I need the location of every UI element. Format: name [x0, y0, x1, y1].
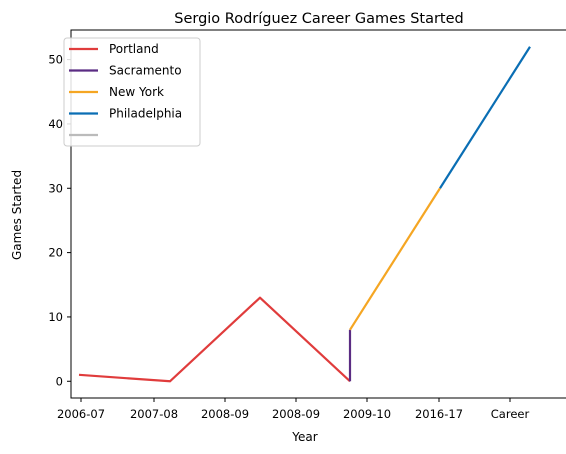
- legend-label-new-york: New York: [109, 85, 164, 99]
- legend-label-philadelphia: Philadelphia: [109, 107, 182, 121]
- y-tick-label: 30: [48, 181, 63, 195]
- y-tick-label: 0: [56, 374, 63, 388]
- x-tick-label: 2008-09: [201, 407, 249, 421]
- x-tick-label: 2008-09: [272, 407, 320, 421]
- y-tick-label: 50: [48, 53, 63, 67]
- x-axis: 2006-07 2007-08 2008-09 2008-09 2009-10 2016-…: [57, 398, 530, 421]
- y-axis: 0 10 20 30 40 50: [48, 53, 71, 388]
- x-axis-label: Year: [291, 430, 317, 444]
- x-tick-label: Career: [491, 407, 530, 421]
- y-tick-label: 20: [48, 246, 63, 260]
- series-line-philadelphia: [439, 46, 531, 189]
- plot-area: [70, 29, 566, 399]
- chart-title: Sergio Rodríguez Career Games Started: [174, 11, 464, 27]
- series-line-portland: [78, 296, 351, 383]
- legend: Portland Sacramento New York Philadelphia: [63, 37, 201, 147]
- x-tick-label: 2006-07: [57, 407, 105, 421]
- series-line-new-york: [349, 187, 441, 331]
- y-tick-label: 10: [48, 310, 63, 324]
- y-tick-label: 40: [48, 117, 63, 131]
- x-tick-label: 2009-10: [343, 407, 391, 421]
- legend-label-sacramento: Sacramento: [109, 64, 182, 78]
- series-layer: [78, 46, 531, 383]
- legend-label-portland: Portland: [109, 42, 159, 56]
- x-tick-label: 2016-17: [415, 407, 463, 421]
- y-axis-label: Games Started: [10, 170, 24, 260]
- x-tick-label: 2007-08: [130, 407, 178, 421]
- legend-box: [63, 37, 201, 147]
